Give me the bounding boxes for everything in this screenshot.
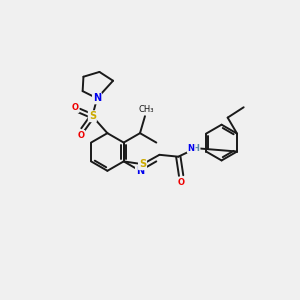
Text: S: S (139, 159, 146, 169)
Text: O: O (77, 131, 84, 140)
Text: S: S (89, 111, 96, 121)
Text: CH₃: CH₃ (138, 105, 154, 114)
Text: O: O (178, 178, 184, 187)
Text: N: N (188, 144, 195, 153)
Text: N: N (93, 93, 101, 103)
Text: N: N (136, 166, 144, 176)
Text: H: H (193, 144, 200, 153)
Text: O: O (72, 103, 79, 112)
